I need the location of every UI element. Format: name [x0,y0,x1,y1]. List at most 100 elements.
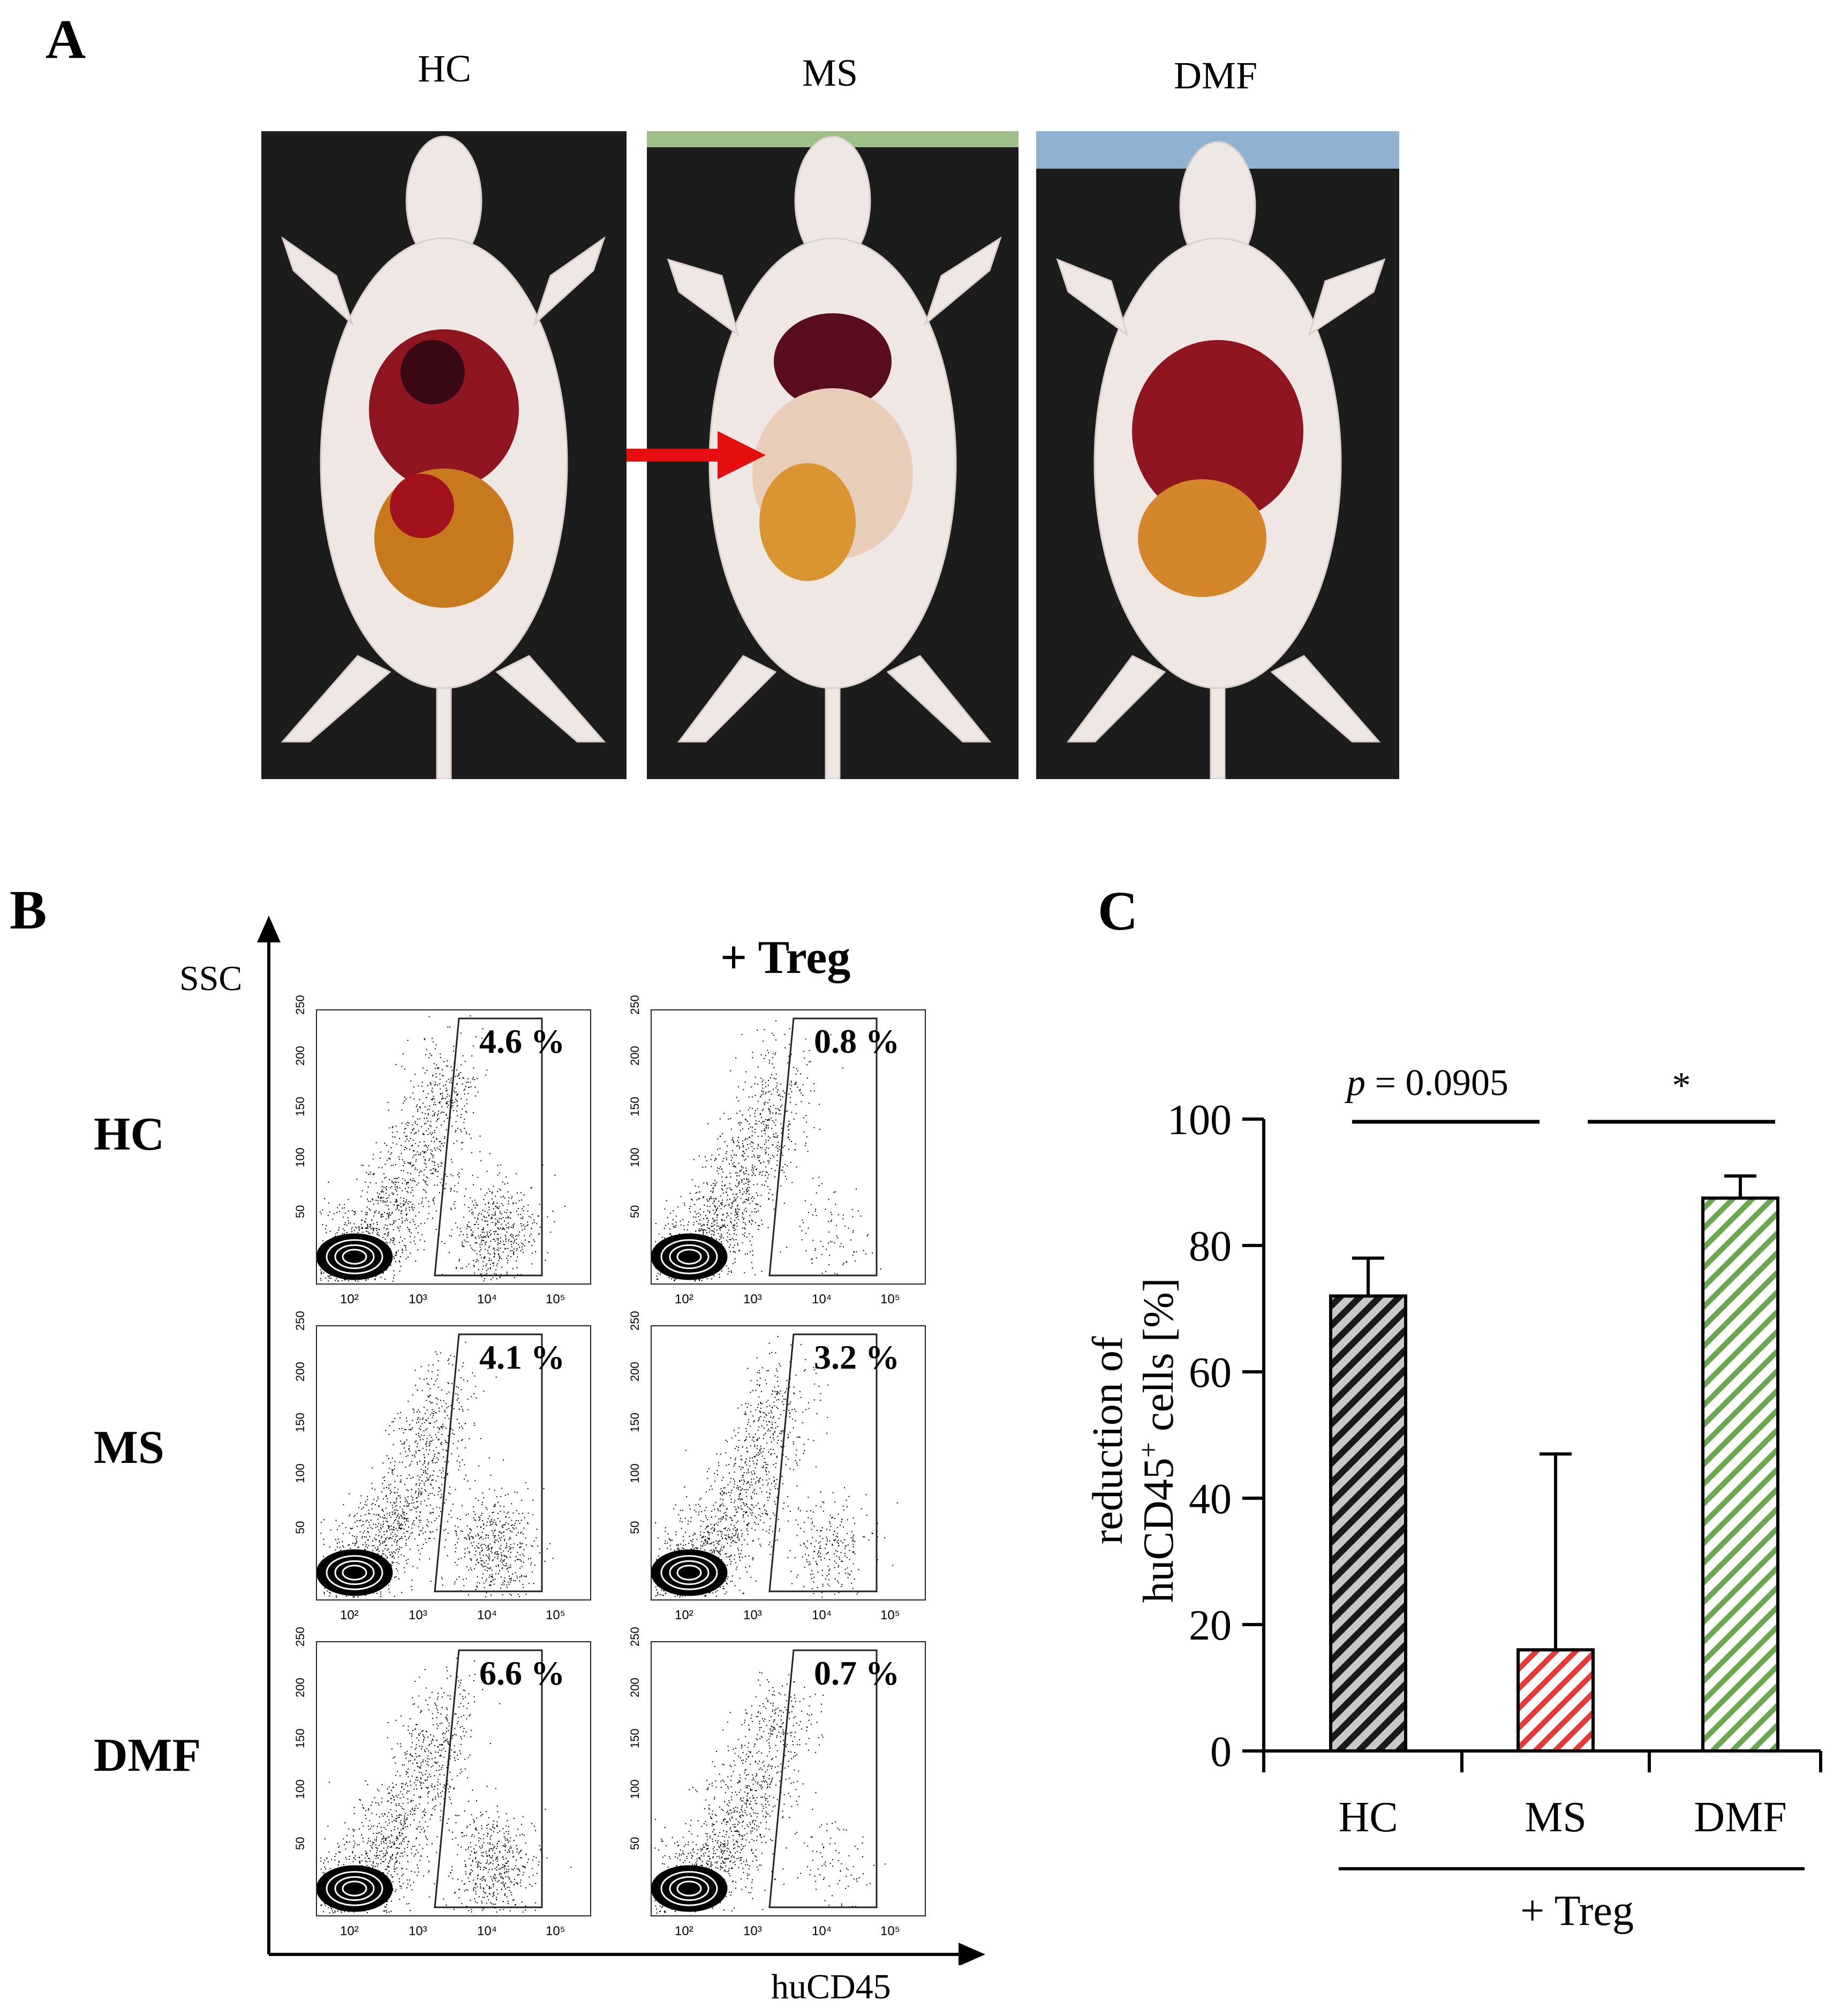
facs-contour [326,1555,383,1590]
facs-contour [669,1560,710,1585]
facs-contour [334,1244,375,1270]
facs-x-tick-label: 10⁴ [477,1608,497,1622]
x-tick-label: DMF [1694,1794,1786,1841]
facs-y-tick-label: 250 [293,995,307,1015]
facs-y-tick-label: 250 [628,1627,642,1647]
facs-y-tick-label: 100 [628,1779,642,1799]
facs-contour [342,1249,367,1265]
bars [1329,1174,1779,1753]
facs-x-tick-label: 10⁴ [812,1292,832,1307]
panel-b-y-axis-label: SSC [179,959,243,998]
facs-x-tick-label: 10⁵ [546,1924,565,1938]
bar-dmf [1701,1196,1779,1753]
facs-plot [316,1641,591,1916]
facs-gate [768,1333,878,1592]
facs-contour [316,1865,393,1912]
facs-gate-percentage: 4.6 % [479,1022,565,1060]
facs-contour [316,1549,393,1596]
facs-contour [660,1555,718,1590]
panel-b-treg-header: + Treg [720,932,851,984]
bar-hc [1329,1294,1407,1753]
panel-c-letter: C [1098,880,1138,942]
facs-y-tick-label: 200 [293,1046,307,1066]
facs-gate-percentage: 4.1 % [479,1338,565,1376]
panel-b-row-label-ms: MS [94,1422,164,1474]
facs-contour [651,1549,728,1596]
facs-contour [669,1876,710,1901]
facs-x-tick-label: 10⁵ [880,1608,900,1622]
facs-y-tick-label: 250 [628,995,642,1015]
facs-y-tick-label: 50 [293,1521,307,1534]
facs-y-tick-label: 50 [293,1837,307,1850]
y-axis-title-line1: reduction of [1084,1336,1131,1544]
facs-y-tick-label: 150 [628,1413,642,1432]
y-tick-label: 40 [1189,1476,1232,1523]
facs-x-tick-label: 10³ [409,1924,427,1938]
facs-contour [326,1239,383,1274]
facs-x-tick-label: 10² [340,1608,359,1622]
facs-contour [651,1233,728,1280]
facs-y-tick-label: 150 [293,1097,307,1116]
facs-gate-percentage: 3.2 % [814,1338,900,1376]
facs-x-tick-label: 10² [675,1924,693,1938]
facs-y-tick-label: 100 [293,1779,307,1799]
facs-dot-plot [651,1649,886,1914]
facs-x-tick-label: 10⁴ [477,1292,497,1307]
panel-b-letter: B [10,879,47,941]
mouse-photo-dmf [1036,131,1399,779]
facs-y-tick-label: 150 [628,1097,642,1116]
facs-x-tick-label: 10⁵ [546,1292,565,1307]
facs-contour [651,1865,728,1912]
panel-a-label-dmf: DMF [1173,54,1258,97]
facs-contour [660,1239,718,1274]
panel-b-row-label-hc: HC [94,1108,164,1160]
y-tick-label: 60 [1189,1349,1232,1396]
facs-dot-plot [316,1649,572,1914]
facs-x-tick-label: 10⁴ [477,1924,497,1938]
panel-a-label-ms: MS [802,51,858,94]
facs-events [320,1015,566,1282]
treg-group-label: + Treg [1520,1887,1634,1935]
mouse-dmf-illustration [1036,131,1399,779]
facs-plot [651,1641,926,1916]
facs-x-tick-label: 10⁵ [880,1924,900,1938]
facs-y-tick-label: 100 [293,1147,307,1167]
facs-x-tick-label: 10⁴ [812,1608,832,1622]
facs-contour [316,1233,393,1280]
facs-y-tick-label: 200 [293,1362,307,1381]
y-axis-title-line2: huCD45+ cells [%] [1134,1278,1183,1603]
facs-gate [434,1333,543,1592]
facs-plot [651,1009,926,1285]
facs-y-tick-label: 100 [293,1463,307,1483]
facs-gate [768,1649,878,1908]
facs-contour [676,1565,702,1581]
facs-x-tick-label: 10⁵ [880,1292,900,1307]
y-tick-label: 100 [1167,1097,1232,1144]
x-tick-label: HC [1338,1794,1398,1841]
facs-y-tick-label: 50 [628,1205,642,1218]
facs-plot [651,1325,926,1600]
red-arrow-icon [627,431,766,479]
p-value-label: p = 0.0905 [1344,1062,1508,1104]
facs-plot [316,1009,591,1285]
panel-a-label-hc: HC [417,47,472,90]
facs-y-tick-label: 200 [628,1046,642,1066]
panel-a-letter: A [46,9,86,70]
facs-y-tick-label: 100 [628,1147,642,1167]
panel-b-row-label-dmf: DMF [94,1730,201,1781]
facs-dot-plot [651,1017,881,1282]
facs-gate-percentage: 0.7 % [814,1654,900,1692]
facs-y-tick-label: 200 [628,1678,642,1697]
significance-annotations: p = 0.0905 * [1344,1062,1775,1124]
facs-x-tick-label: 10⁵ [546,1608,565,1622]
facs-events [654,1336,898,1598]
facs-y-tick-label: 50 [628,1521,642,1534]
facs-x-tick-label: 10⁴ [812,1924,832,1938]
panel-b-axes [257,916,985,1965]
mouse-hc-illustration [261,131,627,779]
y-tick-label: 0 [1210,1728,1232,1776]
facs-y-tick-label: 150 [293,1413,307,1432]
facs-y-tick-label: 200 [293,1678,307,1697]
significance-star: * [1672,1065,1691,1106]
